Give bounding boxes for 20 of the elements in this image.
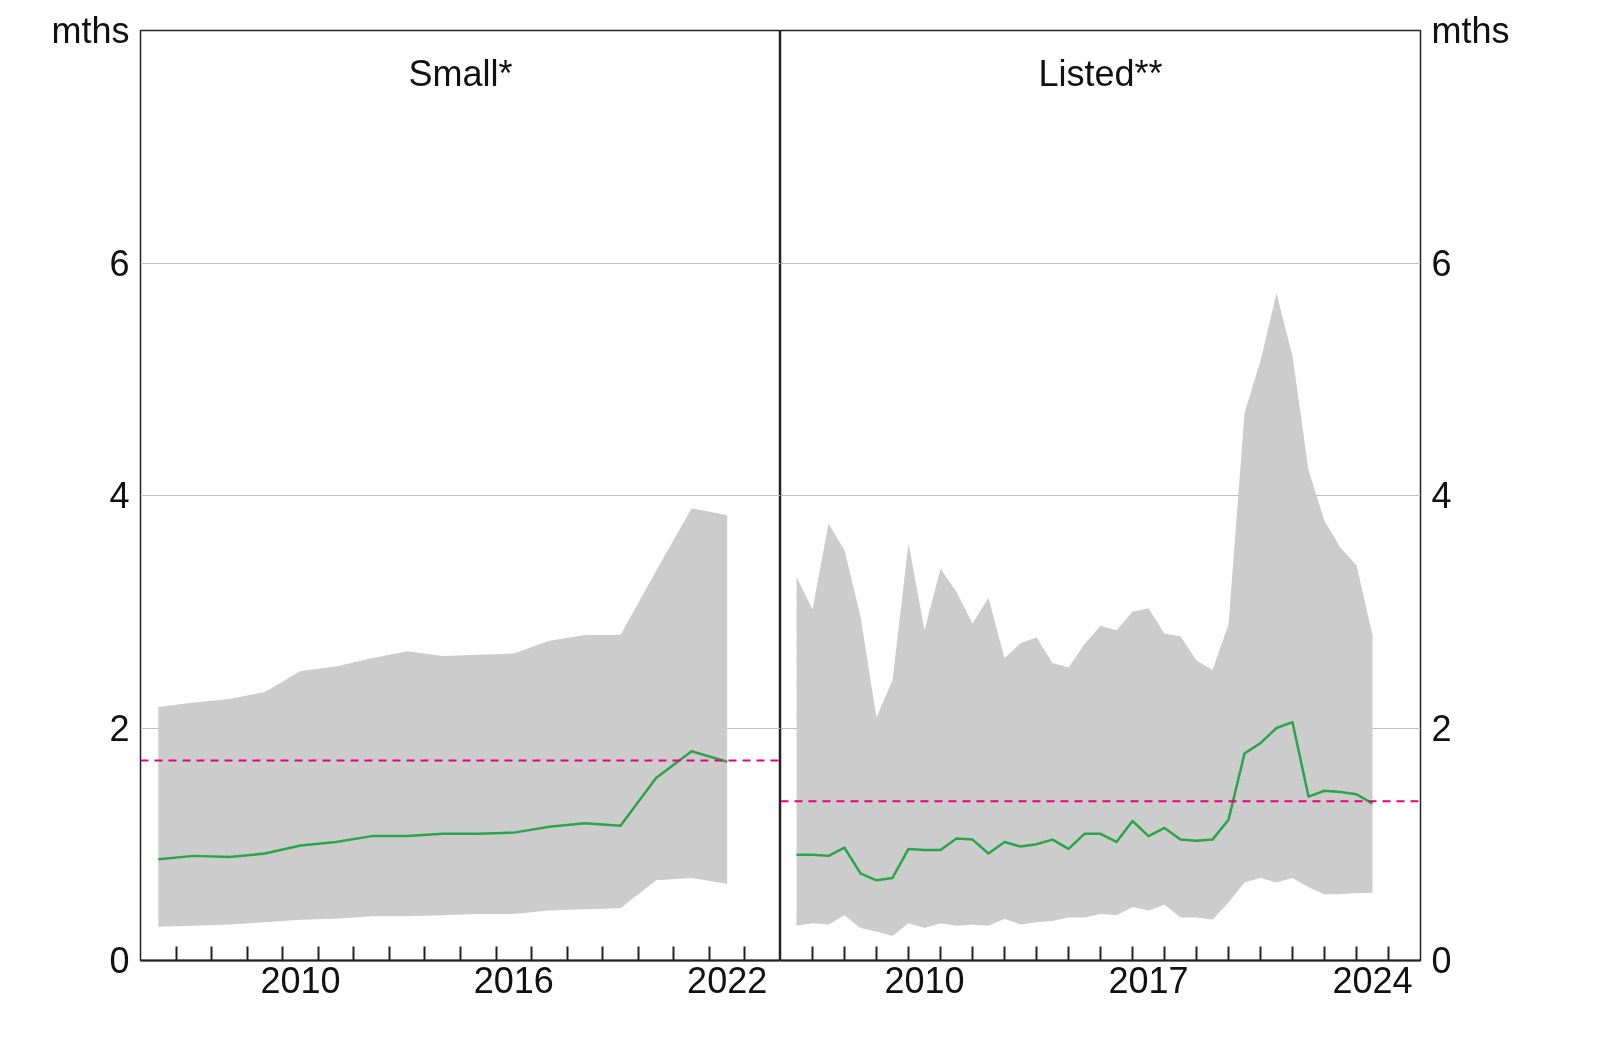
y2-tick-label: 2: [1431, 707, 1452, 749]
x-tick-label: 2016: [473, 959, 554, 1001]
x-tick-label: 2024: [1332, 959, 1413, 1001]
y-tick-label: 0: [109, 940, 130, 981]
y-axis-title: mths: [51, 10, 130, 51]
y2-tick-label: 6: [1431, 242, 1452, 284]
text: Small*: [408, 52, 513, 94]
x-tick-label: 2022: [687, 959, 768, 1001]
y-tick-label: 2: [109, 707, 130, 749]
x-tick-label: 2017: [1108, 959, 1189, 1001]
y2-tick-label: 4: [1431, 475, 1452, 516]
x-tick-label: 2010: [260, 959, 341, 1001]
line-series: [795, 720, 1374, 882]
y2-tick-label: 0: [1431, 940, 1452, 981]
y2-axis-title: mths: [1431, 10, 1510, 51]
line-series: [157, 750, 729, 861]
text: Listed**: [1038, 52, 1163, 94]
x-tick-label: 2010: [884, 959, 965, 1001]
y-tick-label: 6: [109, 242, 130, 284]
y-tick-label: 4: [109, 475, 130, 516]
